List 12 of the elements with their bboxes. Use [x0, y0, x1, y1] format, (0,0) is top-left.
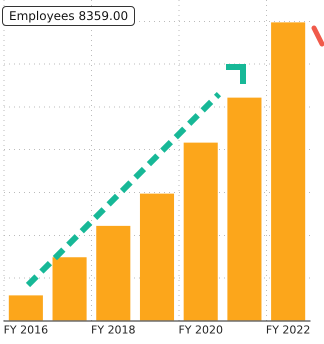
bar	[227, 98, 262, 320]
bar	[8, 295, 43, 320]
bar	[52, 257, 87, 320]
bar	[271, 22, 306, 320]
x-tick-label: FY 2020	[178, 323, 223, 336]
x-tick-label: FY 2018	[91, 323, 136, 336]
bar	[184, 142, 218, 320]
bar	[140, 194, 174, 320]
x-tick-label: FY 2016	[4, 323, 48, 336]
x-tick-label: FY 2022	[266, 323, 310, 336]
bar	[96, 226, 130, 320]
text: Employees 8359.00	[2, 6, 136, 26]
